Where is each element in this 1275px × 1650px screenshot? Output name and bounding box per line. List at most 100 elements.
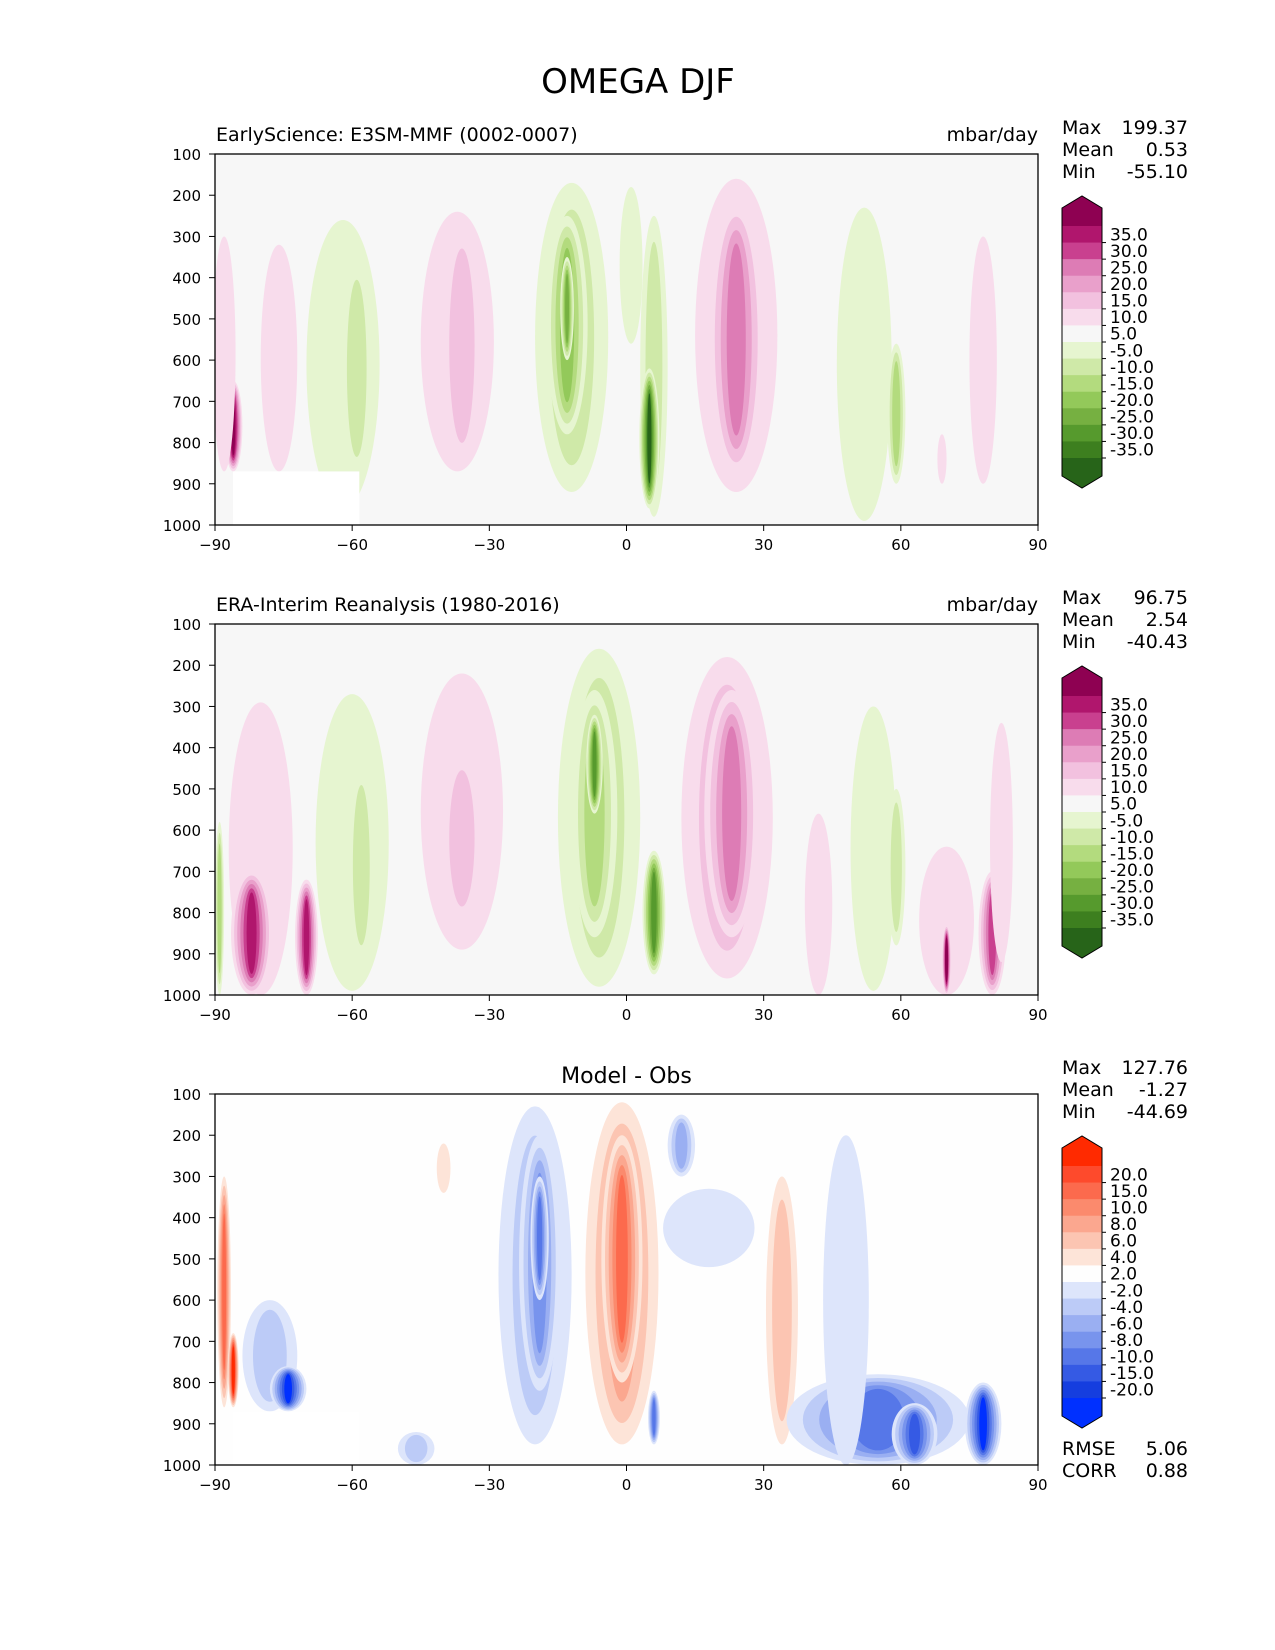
contour-level xyxy=(890,802,902,932)
x-tick-label: 90 xyxy=(1028,1006,1047,1024)
colorbar-bin xyxy=(1062,342,1102,360)
x-tick-label: −30 xyxy=(474,1476,506,1494)
figure-title: OMEGA DJF xyxy=(541,62,735,102)
y-tick-label: 500 xyxy=(172,781,201,799)
contour-level xyxy=(436,1143,451,1193)
colorbar-extend-max xyxy=(1062,1136,1102,1166)
colorbar-extend-max xyxy=(1062,666,1102,696)
colorbar-label: -10.0 xyxy=(1110,828,1154,848)
x-tick-label: −90 xyxy=(199,1476,231,1494)
colorbar-label: -10.0 xyxy=(1110,358,1154,378)
colorbar-bin xyxy=(1062,729,1102,747)
colorbar-outline xyxy=(1061,1135,1103,1429)
missing-data-mask xyxy=(233,1411,360,1465)
colorbar-label: -15.0 xyxy=(1110,844,1154,864)
colorbar-bin xyxy=(1062,845,1102,863)
colorbar-bin xyxy=(1062,408,1102,426)
contour-level xyxy=(303,899,310,976)
x-tick-label: 60 xyxy=(891,1476,910,1494)
y-tick-label: 700 xyxy=(172,863,201,881)
colorbar-label: 5.0 xyxy=(1110,795,1137,815)
contour-level xyxy=(945,937,949,983)
colorbar-bin xyxy=(1062,745,1102,763)
contour-level xyxy=(892,361,901,467)
colorbar-bin xyxy=(1062,762,1102,780)
contour-field xyxy=(215,178,997,525)
stat-value-max: 96.75 xyxy=(1134,587,1188,609)
y-tick-label: 800 xyxy=(172,1375,201,1393)
contour-level xyxy=(231,1346,235,1395)
colorbar-label: 10.0 xyxy=(1110,778,1148,798)
contour-level xyxy=(565,273,570,344)
stat-label-mean: Mean xyxy=(1062,1079,1114,1101)
colorbar-label: 10.0 xyxy=(1110,308,1148,328)
colorbar-bin xyxy=(1062,1282,1102,1300)
metric-value-rmse: 5.06 xyxy=(1146,1438,1188,1460)
stat-label-max: Max xyxy=(1062,587,1101,609)
x-tick-label: 30 xyxy=(754,1476,773,1494)
stat-value-mean: 0.53 xyxy=(1146,139,1188,161)
stat-label-max: Max xyxy=(1062,117,1101,139)
y-tick-label: 500 xyxy=(172,1251,201,1269)
contour-level xyxy=(217,843,222,974)
colorbar-bin xyxy=(1062,242,1102,260)
colorbar-bin xyxy=(1062,1315,1102,1333)
colorbar: 35.030.025.020.015.010.05.0-5.0-10.0-15.… xyxy=(1061,665,1154,959)
x-tick-label: 0 xyxy=(622,536,632,554)
y-tick-label: 600 xyxy=(172,352,201,370)
x-tick-label: 30 xyxy=(754,536,773,554)
colorbar-extend-max xyxy=(1062,196,1102,226)
colorbar-bin xyxy=(1062,325,1102,343)
y-tick-label: 400 xyxy=(172,1210,201,1228)
colorbar-label: -8.0 xyxy=(1110,1331,1143,1351)
colorbar-bin xyxy=(1062,375,1102,393)
y-tick-label: 100 xyxy=(172,146,201,164)
colorbar-bin xyxy=(1062,812,1102,830)
contour-level xyxy=(647,393,652,484)
y-tick-label: 900 xyxy=(172,1416,201,1434)
contour-level xyxy=(222,1213,227,1371)
colorbar-extend-min xyxy=(1062,1398,1102,1428)
colorbar-bin xyxy=(1062,275,1102,293)
y-tick-label: 1000 xyxy=(163,987,201,1005)
y-tick-label: 1000 xyxy=(163,517,201,535)
colorbar-bin xyxy=(1062,441,1102,459)
y-tick-label: 900 xyxy=(172,946,201,964)
contour-level xyxy=(663,1188,755,1268)
colorbar-label: 4.0 xyxy=(1110,1248,1137,1268)
y-tick-label: 600 xyxy=(172,822,201,840)
metric-value-corr: 0.88 xyxy=(1146,1460,1188,1482)
colorbar-bin xyxy=(1062,911,1102,929)
colorbar-label: -30.0 xyxy=(1110,894,1154,914)
y-tick-label: 1000 xyxy=(163,1457,201,1475)
contour-level xyxy=(404,1434,428,1463)
x-tick-label: 60 xyxy=(891,536,910,554)
contour-level xyxy=(246,892,257,974)
colorbar-bin xyxy=(1062,1248,1102,1266)
stat-label-min: Min xyxy=(1062,1101,1096,1123)
colorbar-label: 35.0 xyxy=(1110,225,1148,245)
contour-level xyxy=(537,1196,543,1281)
x-tick-label: 30 xyxy=(754,1006,773,1024)
colorbar-label: -20.0 xyxy=(1110,391,1154,411)
colorbar-bin xyxy=(1062,1381,1102,1399)
colorbar-label: 15.0 xyxy=(1110,762,1148,782)
y-tick-label: 300 xyxy=(172,228,201,246)
colorbar-label: -15.0 xyxy=(1110,1364,1154,1384)
y-tick-label: 500 xyxy=(172,311,201,329)
contour-level xyxy=(919,846,974,995)
colorbar-label: 20.0 xyxy=(1110,1165,1148,1185)
x-tick-label: −60 xyxy=(336,536,368,554)
colorbar-label: 35.0 xyxy=(1110,695,1148,715)
colorbar-bin xyxy=(1062,292,1102,310)
y-tick-label: 600 xyxy=(172,1292,201,1310)
colorbar-bin xyxy=(1062,778,1102,796)
colorbar-label: 20.0 xyxy=(1110,745,1148,765)
panel-units: mbar/day xyxy=(947,124,1038,146)
colorbar-bin xyxy=(1062,1199,1102,1217)
colorbar: 20.015.010.08.06.04.02.0-2.0-4.0-6.0-8.0… xyxy=(1061,1135,1154,1429)
x-tick-label: 0 xyxy=(622,1006,632,1024)
stat-label-min: Min xyxy=(1062,161,1096,183)
